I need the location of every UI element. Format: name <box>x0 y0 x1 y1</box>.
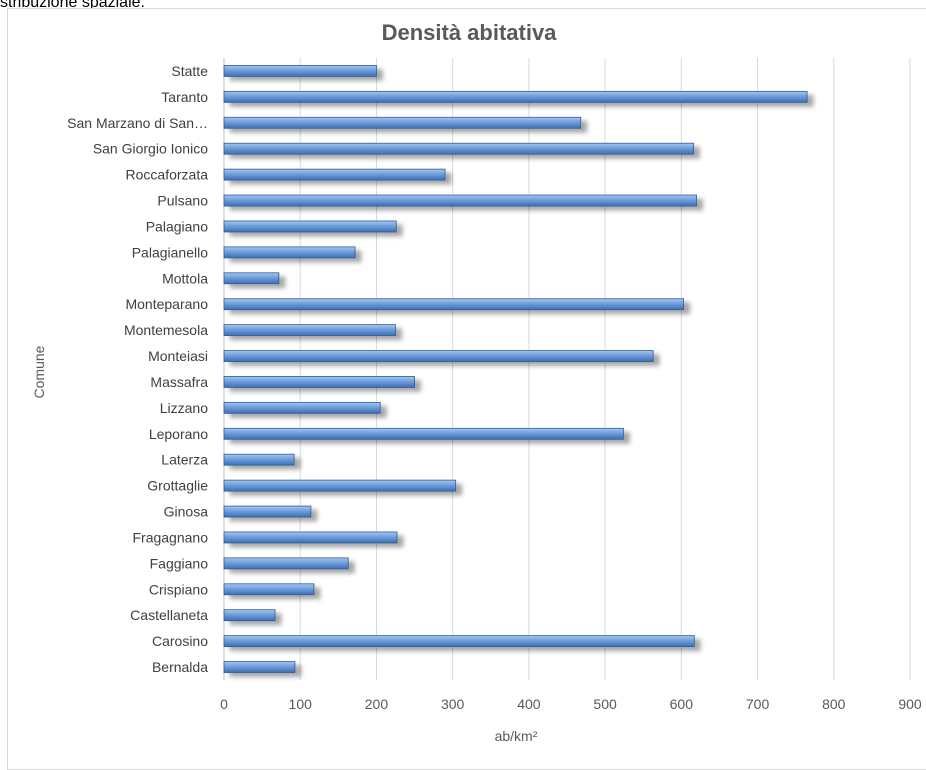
bar-carosino <box>223 635 695 648</box>
x-tick-label: 200 <box>365 696 389 712</box>
bar-chart: 0 100 200 300 400 500 600 700 800 900 Statte Tarant… <box>31 20 922 744</box>
category-label: Mottola <box>162 270 208 286</box>
bar-faggiano <box>223 557 349 570</box>
x-tick-label: 800 <box>822 696 846 712</box>
bar-monteiasi <box>223 350 654 362</box>
bar-san-marzano-di-san <box>223 116 582 129</box>
chart-title: Densità abitativa <box>382 20 558 45</box>
category-label: Grottaglie <box>147 478 208 494</box>
category-label: Leporano <box>149 426 208 442</box>
category-label: San Giorgio Ionico <box>93 141 208 157</box>
category-label: Crispiano <box>149 581 208 597</box>
x-tick-label: 600 <box>670 696 694 712</box>
category-label: Faggiano <box>150 555 209 571</box>
category-label: Taranto <box>161 89 208 105</box>
bar-palagiano <box>223 220 397 233</box>
category-label: Monteiasi <box>148 348 208 364</box>
bar-grottaglie <box>223 479 457 492</box>
bar-montemesola <box>223 324 396 337</box>
x-tick-label: 400 <box>517 696 541 712</box>
category-label: Massafra <box>150 374 208 390</box>
x-tick-label: 100 <box>289 696 313 712</box>
bar-taranto <box>223 90 808 103</box>
x-tick-label: 500 <box>593 696 617 712</box>
category-label: Pulsano <box>157 193 208 209</box>
bar-mottola <box>223 272 280 285</box>
bar-massafra <box>223 376 415 388</box>
x-tick-label: 300 <box>441 696 465 712</box>
x-axis-title: ab/km² <box>495 728 538 744</box>
bar-castellaneta <box>223 609 276 622</box>
bar-san-giorgio-ionico <box>223 142 694 155</box>
category-label: Castellaneta <box>130 607 208 623</box>
bar-bernalda <box>223 661 296 673</box>
bar-fragagnano <box>223 531 398 544</box>
category-label: Palagiano <box>146 218 208 234</box>
category-label: Roccaforzata <box>126 167 209 183</box>
x-tick-label: 700 <box>746 696 770 712</box>
bar-statte <box>223 65 377 77</box>
y-axis-title: Comune <box>31 345 47 398</box>
x-tick-label: 0 <box>220 696 228 712</box>
bar-crispiano <box>223 583 315 596</box>
bar-palagianello <box>223 246 356 259</box>
bar-roccaforzata <box>223 168 446 181</box>
bar-laterza <box>223 453 295 466</box>
caption-fragment: stribuzione spaziale. <box>0 0 145 11</box>
category-label: Carosino <box>152 633 208 649</box>
category-label: Fragagnano <box>132 529 208 545</box>
category-label: San Marzano di San… <box>67 115 208 131</box>
category-label: Monteparano <box>125 296 208 312</box>
category-label: Ginosa <box>164 504 209 520</box>
bar-monteparano <box>223 298 685 311</box>
bar-pulsano <box>223 194 697 207</box>
category-label: Bernalda <box>152 659 208 675</box>
category-label: Palagianello <box>132 244 208 260</box>
category-label: Laterza <box>161 452 208 468</box>
category-label: Lizzano <box>160 400 208 416</box>
bar-leporano <box>223 427 624 440</box>
category-label: Montemesola <box>124 322 208 338</box>
bar-lizzano <box>223 401 381 414</box>
bar-ginosa <box>223 505 312 518</box>
category-label: Statte <box>171 63 208 79</box>
x-tick-label: 900 <box>898 696 922 712</box>
